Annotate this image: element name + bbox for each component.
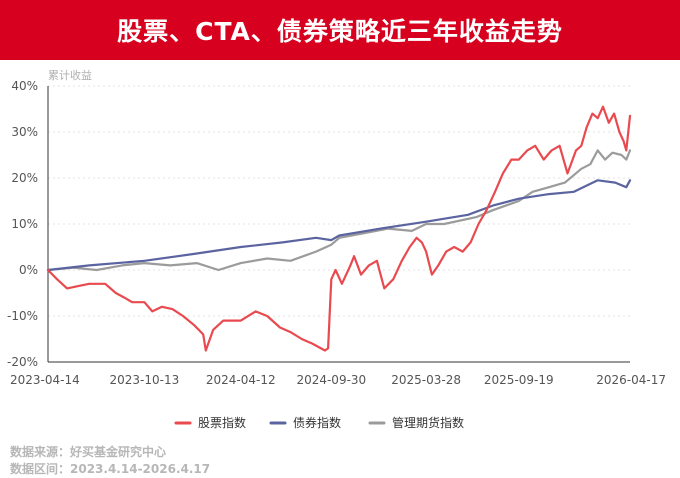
y-tick-label: 0% bbox=[19, 263, 38, 277]
legend-bond-label: 债券指数 bbox=[293, 415, 341, 430]
legend-stock-label: 股票指数 bbox=[198, 415, 246, 430]
x-tick-label: 2025-09-19 bbox=[484, 373, 554, 387]
x-tick-label: 2025-03-28 bbox=[391, 373, 461, 387]
series-line-3 bbox=[46, 149, 632, 272]
data-range: 数据区间：2023.4.14-2026.4.17 bbox=[10, 462, 211, 476]
legend-cta-label: 管理期货指数 bbox=[392, 415, 464, 430]
x-tick-label: 2023-10-13 bbox=[110, 373, 180, 387]
y-tick-label: 30% bbox=[11, 125, 38, 139]
y-tick-label: -20% bbox=[7, 355, 38, 369]
y-tick-label: 40% bbox=[11, 79, 38, 93]
series-line-2 bbox=[46, 179, 632, 272]
chart-title: 股票、CTA、债券策略近三年收益走势 bbox=[117, 17, 563, 46]
series-line-1 bbox=[46, 105, 632, 352]
x-tick-label: 2024-04-12 bbox=[206, 373, 276, 387]
x-tick-label: 2024-09-30 bbox=[296, 373, 366, 387]
y-tick-label: -10% bbox=[7, 309, 38, 323]
line-chart: 累计收益 40% 30% 20% 10% 0% -10% -20% 2023-04-14 2023… bbox=[7, 68, 666, 430]
x-tick-label: 2023-04-14 bbox=[10, 373, 80, 387]
y-tick-label: 10% bbox=[11, 217, 38, 231]
y-tick-label: 20% bbox=[11, 171, 38, 185]
data-source: 数据来源：好买基金研究中心 bbox=[10, 445, 167, 459]
y-axis-label: 累计收益 bbox=[48, 68, 92, 82]
x-tick-label: 2026-04-17 bbox=[596, 373, 666, 387]
title-banner: 股票、CTA、债券策略近三年收益走势 bbox=[0, 0, 680, 60]
